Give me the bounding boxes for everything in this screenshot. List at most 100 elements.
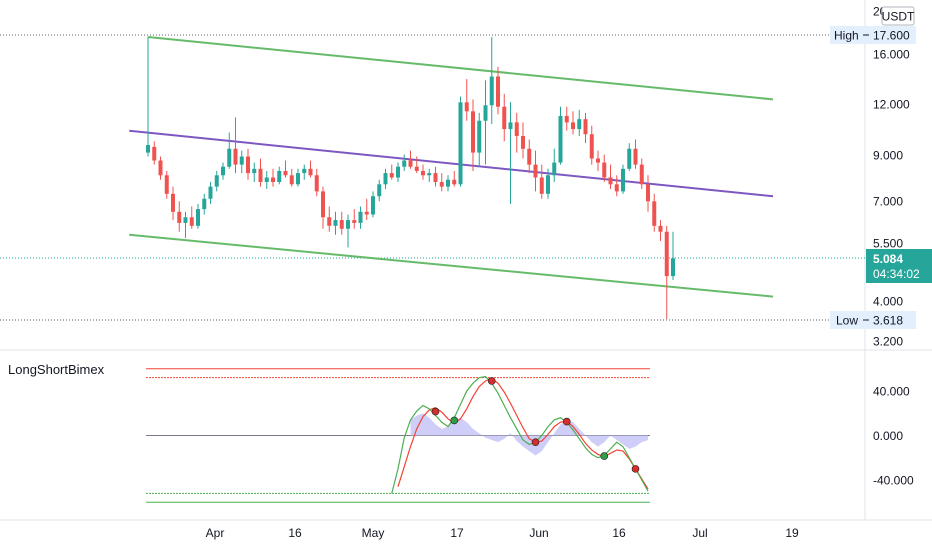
candle-body[interactable] bbox=[514, 122, 519, 136]
candle-body[interactable] bbox=[658, 225, 663, 232]
candle-body[interactable] bbox=[527, 148, 532, 165]
candle-body[interactable] bbox=[546, 175, 550, 194]
time-axis[interactable]: Apr 16 May 17 Jun 16 Jul 19 bbox=[206, 526, 799, 540]
candle-body[interactable] bbox=[333, 220, 338, 226]
candle-body[interactable] bbox=[252, 168, 257, 174]
candle-body[interactable] bbox=[221, 166, 225, 176]
candle-body[interactable] bbox=[208, 186, 213, 199]
candle-body[interactable] bbox=[452, 179, 457, 185]
candle-body[interactable] bbox=[396, 166, 400, 178]
candle-body[interactable] bbox=[402, 160, 407, 167]
candle-body[interactable] bbox=[264, 177, 269, 183]
indicator-name[interactable]: LongShortBimex bbox=[8, 362, 105, 377]
indicator-pane[interactable] bbox=[146, 368, 650, 503]
candle-body[interactable] bbox=[464, 102, 469, 112]
candle-body[interactable] bbox=[339, 220, 344, 229]
candle-body[interactable] bbox=[589, 134, 594, 159]
candle-body[interactable] bbox=[202, 198, 207, 210]
candle-body[interactable] bbox=[327, 217, 332, 226]
candle-body[interactable] bbox=[171, 193, 175, 212]
candle-body[interactable] bbox=[277, 170, 282, 183]
candle-body[interactable] bbox=[383, 173, 388, 185]
candle-body[interactable] bbox=[296, 173, 300, 185]
candle-body[interactable] bbox=[608, 177, 613, 185]
candle-body[interactable] bbox=[508, 122, 513, 130]
candle-body[interactable] bbox=[583, 119, 588, 135]
candle-body[interactable] bbox=[183, 217, 188, 223]
candle-body[interactable] bbox=[646, 184, 650, 202]
bullish-cross-marker bbox=[600, 452, 609, 460]
candle-body[interactable] bbox=[158, 160, 163, 176]
candle-body[interactable] bbox=[671, 258, 675, 277]
candle-body[interactable] bbox=[596, 158, 600, 163]
channel-lines bbox=[129, 36, 774, 298]
candle-body[interactable] bbox=[458, 102, 463, 185]
candle-body[interactable] bbox=[321, 191, 325, 218]
candle-body[interactable] bbox=[146, 145, 150, 153]
candle-body[interactable] bbox=[571, 122, 575, 130]
channel-lower-line[interactable] bbox=[129, 233, 774, 298]
candle-body[interactable] bbox=[196, 209, 200, 226]
candle-body[interactable] bbox=[271, 177, 275, 183]
bearish-cross-marker bbox=[531, 438, 540, 446]
candle-body[interactable] bbox=[502, 106, 507, 130]
candle-body[interactable] bbox=[439, 182, 444, 187]
candle-body[interactable] bbox=[246, 156, 250, 174]
candle-body[interactable] bbox=[214, 175, 219, 187]
candle-body[interactable] bbox=[433, 173, 438, 183]
candle-body[interactable] bbox=[346, 220, 350, 229]
candle-body[interactable] bbox=[533, 164, 538, 178]
candle-body[interactable] bbox=[496, 76, 500, 107]
candle-body[interactable] bbox=[283, 170, 288, 176]
candle-body[interactable] bbox=[652, 201, 657, 226]
candle-body[interactable] bbox=[352, 220, 357, 223]
price-axis[interactable]: 20.00016.00012.0009.0007.0005.5004.0003.… bbox=[873, 5, 910, 349]
candle-body[interactable] bbox=[539, 177, 544, 194]
candle-body[interactable] bbox=[308, 168, 313, 176]
time-tick-label: 16 bbox=[288, 526, 302, 540]
candle-body[interactable] bbox=[364, 211, 369, 215]
candle-body[interactable] bbox=[577, 119, 582, 130]
candle-body[interactable] bbox=[289, 175, 294, 185]
price-tick-label: 9.000 bbox=[873, 149, 903, 163]
candle-body[interactable] bbox=[177, 211, 182, 223]
candle-body[interactable] bbox=[189, 217, 194, 226]
candle-body[interactable] bbox=[552, 162, 557, 176]
candle-body[interactable] bbox=[421, 170, 425, 176]
candle-body[interactable] bbox=[558, 115, 563, 163]
candle-body[interactable] bbox=[358, 211, 363, 223]
candle-body[interactable] bbox=[314, 175, 319, 192]
candle-body[interactable] bbox=[377, 184, 382, 197]
candle-body[interactable] bbox=[489, 76, 494, 106]
candle-body[interactable] bbox=[521, 135, 525, 149]
candle-body[interactable] bbox=[477, 120, 482, 153]
candle-body[interactable] bbox=[302, 168, 307, 174]
indicator-axis[interactable]: 40.000 0.000 -40.000 bbox=[873, 385, 914, 488]
candles[interactable] bbox=[146, 37, 675, 319]
candle-body[interactable] bbox=[614, 184, 619, 192]
candle-body[interactable] bbox=[602, 162, 607, 178]
candle-body[interactable] bbox=[414, 166, 419, 171]
candle-body[interactable] bbox=[564, 115, 569, 123]
candle-body[interactable] bbox=[371, 196, 375, 215]
channel-middle-line[interactable] bbox=[129, 129, 774, 198]
candle-body[interactable] bbox=[164, 175, 169, 194]
candle-body[interactable] bbox=[483, 105, 488, 121]
candle-body[interactable] bbox=[258, 168, 263, 183]
channel-upper-line[interactable] bbox=[147, 36, 774, 101]
candle-body[interactable] bbox=[389, 173, 394, 178]
candle-body[interactable] bbox=[621, 168, 625, 192]
candle-body[interactable] bbox=[408, 160, 413, 167]
candle-body[interactable] bbox=[446, 179, 450, 187]
candle-body[interactable] bbox=[471, 111, 475, 153]
candle-body[interactable] bbox=[427, 173, 432, 176]
candle-body[interactable] bbox=[664, 231, 669, 277]
candle-body[interactable] bbox=[227, 148, 232, 167]
candle-body[interactable] bbox=[239, 156, 244, 165]
candle-body[interactable] bbox=[152, 146, 157, 161]
candle-body[interactable] bbox=[633, 148, 638, 165]
candle-body[interactable] bbox=[639, 164, 644, 185]
candle-body[interactable] bbox=[627, 148, 632, 169]
indicator-tick-label: 0.000 bbox=[873, 429, 903, 443]
candle-body[interactable] bbox=[233, 148, 238, 165]
